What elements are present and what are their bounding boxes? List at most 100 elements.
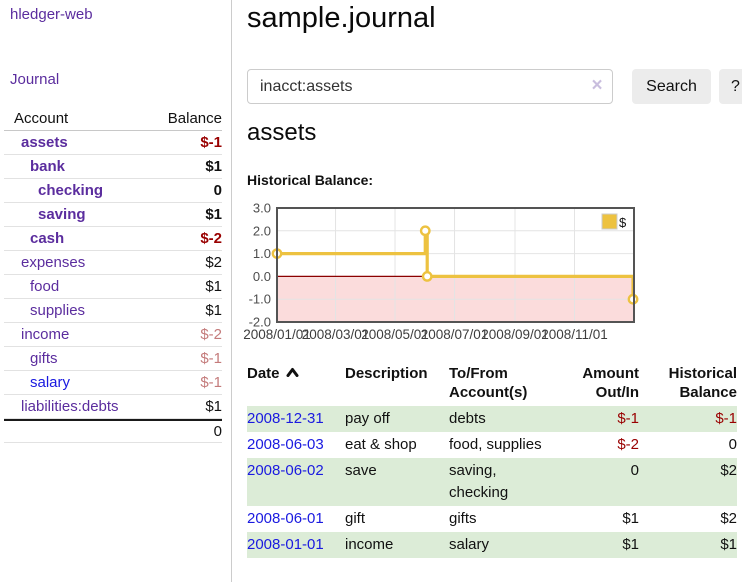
transaction-amount: $1 xyxy=(622,536,639,553)
sidebar-account-row: salary $-1 xyxy=(4,371,222,395)
account-balance: 0 xyxy=(213,182,222,199)
svg-text:2008/03/01: 2008/03/01 xyxy=(302,327,370,342)
sidebar-account-link[interactable]: expenses xyxy=(21,254,86,271)
svg-text:2008/01/01: 2008/01/01 xyxy=(243,327,311,342)
transaction-row: 2008-01-01 income salary $1 $1 xyxy=(247,532,737,558)
sidebar-account-link[interactable]: saving xyxy=(38,206,86,223)
sidebar-account-row: cash $-2 xyxy=(4,227,222,251)
transaction-row: 2008-06-03 eat & shop food, supplies $-2 0 xyxy=(247,432,737,458)
account-table-header: Account Balance xyxy=(4,107,222,131)
search-input[interactable] xyxy=(247,69,613,104)
sort-ascending-icon xyxy=(286,368,299,377)
account-balance: $1 xyxy=(205,302,222,319)
transaction-date-link[interactable]: 2008-06-03 xyxy=(247,436,324,453)
clear-search-icon[interactable]: × xyxy=(591,75,603,96)
sidebar-account-row: liabilities:debts $1 xyxy=(4,395,222,419)
sidebar-account-row: supplies $1 xyxy=(4,299,222,323)
sidebar-account-link[interactable]: bank xyxy=(30,158,66,175)
transaction-description: save xyxy=(345,462,377,479)
date-column-header[interactable]: Date xyxy=(247,364,345,406)
balance-chart-svg: $3.0 2.0 1.0 0.0 -1.0 -2.02008/01/012008/03/0… xyxy=(243,201,639,342)
transactions-table: Date Description To/From Account(s) Amou… xyxy=(247,364,737,558)
transaction-row: 2008-06-01 gift gifts $1 $2 xyxy=(247,506,737,532)
sidebar-account-row: checking 0 xyxy=(4,179,222,203)
sidebar-account-link[interactable]: liabilities:debts xyxy=(21,398,119,415)
sidebar-account-link[interactable]: gifts xyxy=(30,350,58,367)
transaction-description: income xyxy=(345,536,394,553)
transaction-balance: $1 xyxy=(720,536,737,553)
sidebar-account-link[interactable]: checking xyxy=(38,182,104,199)
sidebar-account-row: income $-2 xyxy=(4,323,222,347)
svg-text:-2.0: -2.0 xyxy=(249,315,271,330)
balance-column-header: Historical Balance xyxy=(668,365,737,401)
sidebar-account-row: food $1 xyxy=(4,275,222,299)
account-balance: $1 xyxy=(205,278,222,295)
page-title: sample.journal xyxy=(247,2,436,34)
sidebar-account-link[interactable]: salary xyxy=(30,374,71,391)
sidebar-account-link[interactable]: supplies xyxy=(30,302,86,319)
svg-text:2008/09/01: 2008/09/01 xyxy=(481,327,549,342)
svg-text:2.0: 2.0 xyxy=(253,223,271,238)
transactions-header-row: Date Description To/From Account(s) Amou… xyxy=(247,364,737,406)
transaction-accounts: saving, checking xyxy=(449,462,509,501)
account-balance: $-1 xyxy=(200,350,222,367)
main-content: sample.journal × Search ? assets Histori… xyxy=(232,0,742,582)
transaction-accounts: food, supplies xyxy=(449,436,542,453)
sidebar-account-link[interactable]: food xyxy=(30,278,60,295)
account-balance: $-2 xyxy=(200,326,222,343)
svg-text:0.0: 0.0 xyxy=(253,269,271,284)
account-heading: assets xyxy=(247,119,317,146)
balance-total: 0 xyxy=(213,423,222,440)
app-brand-link[interactable]: hledger-web xyxy=(10,6,93,23)
transaction-accounts: gifts xyxy=(449,510,477,527)
transaction-date-link[interactable]: 2008-01-01 xyxy=(247,536,324,553)
sidebar-account-link[interactable]: assets xyxy=(21,134,68,151)
balance-chart: $3.0 2.0 1.0 0.0 -1.0 -2.0 2008/01/01 2008/03/0… xyxy=(240,198,742,348)
sidebar-account-row: expenses $2 xyxy=(4,251,222,275)
transaction-balance: $2 xyxy=(720,510,737,527)
transaction-amount: 0 xyxy=(630,462,639,479)
transaction-accounts: salary xyxy=(449,536,490,553)
transaction-balance: 0 xyxy=(728,436,737,453)
sidebar-account-link[interactable]: cash xyxy=(30,230,65,247)
account-balance: $-1 xyxy=(200,374,222,391)
svg-text:2008/05/01: 2008/05/01 xyxy=(361,327,429,342)
account-balance: $1 xyxy=(205,206,222,223)
transaction-amount: $1 xyxy=(622,510,639,527)
transaction-description: gift xyxy=(345,510,366,527)
help-button[interactable]: ? xyxy=(719,69,742,104)
transaction-amount: $-1 xyxy=(617,410,639,427)
account-balance: $2 xyxy=(205,254,222,271)
svg-text:1.0: 1.0 xyxy=(253,246,271,261)
account-column-header: Account xyxy=(14,110,69,127)
chart-section-label: Historical Balance: xyxy=(247,172,374,188)
svg-text:-1.0: -1.0 xyxy=(249,292,271,307)
transaction-description: eat & shop xyxy=(345,436,417,453)
amount-column-header: Amount Out/In xyxy=(582,365,639,401)
transaction-date-link[interactable]: 2008-06-01 xyxy=(247,510,324,527)
description-column-header: Description xyxy=(345,365,428,382)
balance-total-row: 0 xyxy=(4,419,222,443)
account-balance: $1 xyxy=(205,158,222,175)
account-balance: $-2 xyxy=(200,230,222,247)
sidebar-account-link[interactable]: income xyxy=(21,326,70,343)
transaction-date-link[interactable]: 2008-12-31 xyxy=(247,410,324,427)
svg-text:3.0: 3.0 xyxy=(253,201,271,216)
transaction-row: 2008-06-02 save saving, checking 0 $2 xyxy=(247,458,737,506)
svg-text:2008/11/01: 2008/11/01 xyxy=(541,327,608,342)
tofrom-column-header: To/From Account(s) xyxy=(449,365,528,401)
transaction-balance: $2 xyxy=(720,462,737,479)
search-button[interactable]: Search xyxy=(632,69,711,104)
balance-column-header: Balance xyxy=(167,110,222,127)
sidebar-item-journal[interactable]: Journal xyxy=(10,71,60,88)
sidebar: hledger-web Journal Account Balance asse… xyxy=(0,0,232,582)
sidebar-account-row: assets $-1 xyxy=(4,131,222,155)
sidebar-account-row: saving $1 xyxy=(4,203,222,227)
transaction-accounts: debts xyxy=(449,410,486,427)
account-balance: $-1 xyxy=(200,134,222,151)
transaction-amount: $-2 xyxy=(617,436,639,453)
sidebar-account-row: bank $1 xyxy=(4,155,222,179)
transaction-date-link[interactable]: 2008-06-02 xyxy=(247,462,324,479)
svg-text:2008/07/01: 2008/07/01 xyxy=(421,327,489,342)
